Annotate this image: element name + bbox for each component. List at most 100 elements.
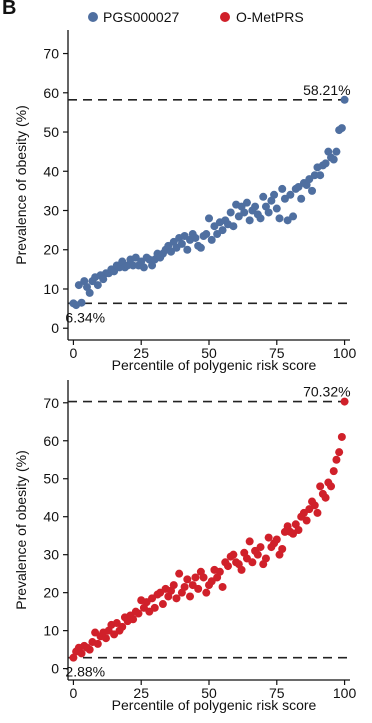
- data-point: [278, 184, 287, 193]
- data-point: [251, 202, 260, 211]
- data-point: [264, 208, 273, 217]
- data-point: [329, 155, 338, 164]
- data-point: [93, 639, 102, 648]
- data-point: [229, 222, 238, 231]
- panel-top-pgs000027: 0 10 20 30 40 50 60 70 0 25 50 75 100 Percentile of p…: [13, 30, 356, 373]
- data-point: [139, 263, 148, 272]
- data-point: [253, 550, 262, 559]
- legend-label-pgs: PGS000027: [103, 9, 179, 25]
- data-point: [335, 448, 344, 457]
- data-point: [202, 588, 211, 597]
- data-point: [316, 171, 325, 180]
- y-tick-label: 50: [43, 471, 59, 487]
- data-point: [226, 208, 235, 217]
- data-point: [202, 230, 211, 239]
- data-point: [313, 508, 322, 517]
- legend-marker-ometprs: [220, 12, 230, 22]
- data-point: [242, 198, 251, 207]
- data-point: [180, 582, 189, 591]
- data-point: [264, 533, 273, 542]
- data-point: [177, 239, 186, 248]
- data-point: [223, 562, 232, 571]
- legend-label-ometprs: O-MetPRS: [236, 9, 304, 25]
- data-point: [191, 233, 200, 242]
- data-point: [270, 190, 279, 199]
- data-point: [256, 543, 265, 552]
- y-tick-label: 10: [43, 623, 59, 639]
- data-point: [207, 235, 216, 244]
- x-tick-label: 25: [133, 345, 149, 361]
- data-point: [183, 245, 192, 254]
- data-point: [289, 212, 298, 221]
- y-tick-label: 0: [51, 661, 59, 677]
- annotation-label: 2.88%: [65, 664, 105, 680]
- data-point: [169, 581, 178, 590]
- x-tick-label: 50: [201, 345, 217, 361]
- data-point: [340, 397, 349, 406]
- x-tick-label: 100: [333, 345, 357, 361]
- data-point: [118, 622, 127, 631]
- x-tick-label: 0: [70, 345, 78, 361]
- annotation-label: 70.32%: [303, 384, 350, 400]
- data-point: [316, 482, 325, 491]
- data-point: [294, 526, 303, 534]
- data-point: [321, 493, 330, 502]
- data-point: [337, 124, 346, 133]
- x-tick-label: 100: [333, 685, 357, 701]
- data-point: [186, 592, 195, 601]
- data-point: [69, 653, 78, 662]
- data-point: [332, 147, 341, 156]
- data-point: [245, 216, 254, 225]
- data-point: [158, 600, 167, 609]
- data-point: [321, 159, 330, 168]
- legend-marker-pgs: [88, 12, 98, 22]
- data-point: [286, 190, 295, 199]
- data-point: [129, 615, 138, 624]
- data-point: [302, 516, 311, 525]
- data-point: [256, 214, 265, 223]
- y-tick-label: 60: [43, 433, 59, 449]
- annotation-label: 58.21%: [303, 82, 350, 98]
- y-tick-label: 70: [43, 395, 59, 411]
- panel-bottom-ometprs: 0 10 20 30 40 50 60 70 0 25 50 75 100 Percentile of p…: [13, 380, 356, 713]
- data-point: [297, 194, 306, 203]
- data-point: [172, 594, 181, 603]
- data-point: [237, 565, 246, 574]
- data-point: [205, 214, 213, 223]
- data-point: [272, 204, 281, 213]
- data-point: [150, 603, 159, 612]
- data-point: [218, 226, 227, 235]
- data-point: [215, 567, 224, 576]
- data-point: [194, 584, 203, 593]
- data-point: [261, 554, 270, 563]
- data-point: [183, 575, 192, 584]
- data-point: [134, 609, 143, 618]
- data-point: [199, 573, 208, 582]
- data-point: [85, 288, 94, 297]
- data-point: [310, 501, 319, 510]
- data-point: [248, 558, 257, 567]
- x-tick-label: 75: [269, 685, 285, 701]
- y-tick-label: 30: [43, 547, 59, 563]
- panel-letter: B: [2, 0, 16, 19]
- data-point: [245, 537, 254, 546]
- y-tick-label: 40: [43, 509, 59, 525]
- x-tick-label: 0: [70, 685, 78, 701]
- y-axis-title: Prevalence of obesity (%): [13, 450, 29, 610]
- x-tick-label: 50: [201, 685, 217, 701]
- y-tick-label: 60: [43, 85, 59, 101]
- data-point: [340, 95, 349, 104]
- data-point: [229, 550, 238, 559]
- y-axis-title: Prevalence of obesity (%): [13, 105, 29, 265]
- x-axis-title: Percentile of polygenic risk score: [112, 697, 317, 713]
- y-tick-label: 30: [43, 203, 59, 219]
- data-point: [175, 569, 184, 578]
- data-point: [218, 582, 227, 591]
- data-point: [275, 214, 284, 223]
- data-point: [191, 573, 200, 582]
- x-axis-title: Percentile of polygenic risk score: [112, 357, 317, 373]
- data-point: [77, 298, 86, 307]
- x-tick-label: 75: [269, 345, 285, 361]
- data-point: [93, 281, 102, 290]
